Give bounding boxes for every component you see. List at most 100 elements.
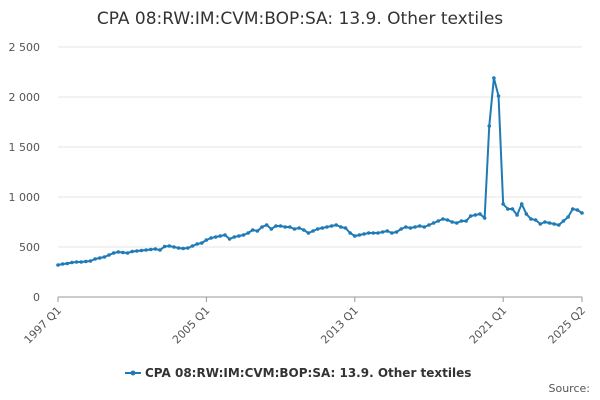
data-point	[283, 225, 288, 229]
data-point	[292, 227, 297, 231]
data-point	[515, 213, 519, 217]
data-point	[339, 225, 343, 229]
data-point	[394, 230, 399, 234]
data-point	[162, 244, 167, 249]
data-point	[260, 225, 264, 229]
data-point	[130, 249, 134, 254]
data-point	[269, 227, 274, 231]
data-point	[427, 223, 431, 227]
y-tick-label: 0	[33, 291, 40, 304]
data-point	[492, 76, 496, 80]
data-point	[199, 241, 204, 245]
data-point	[399, 227, 403, 231]
data-point	[325, 225, 329, 229]
data-point	[223, 233, 227, 237]
data-point	[158, 248, 162, 252]
data-point	[473, 213, 478, 217]
data-point	[454, 221, 459, 225]
data-point	[56, 263, 60, 267]
data-point	[111, 251, 116, 255]
data-point	[139, 248, 144, 253]
data-point	[436, 219, 441, 223]
x-tick-label: 1997 Q1	[22, 304, 65, 347]
data-point	[566, 215, 570, 219]
data-point	[227, 237, 232, 241]
data-point	[315, 227, 320, 231]
data-point	[422, 225, 427, 229]
data-point	[533, 218, 538, 222]
data-point	[218, 234, 223, 238]
data-point	[343, 226, 348, 230]
data-point	[79, 260, 83, 264]
data-point	[167, 244, 172, 248]
data-point	[204, 238, 209, 242]
data-point	[278, 224, 283, 228]
data-point	[88, 259, 93, 263]
data-point	[121, 250, 125, 255]
data-point	[547, 221, 552, 225]
data-point	[506, 207, 510, 211]
data-point	[529, 217, 533, 221]
data-point	[301, 228, 306, 232]
data-point	[348, 231, 352, 235]
data-point	[552, 222, 556, 226]
data-point	[125, 251, 130, 255]
data-point	[153, 247, 158, 251]
data-point	[538, 222, 543, 226]
data-point	[250, 228, 255, 232]
data-point	[468, 214, 473, 218]
data-point	[450, 220, 454, 224]
data-point	[148, 247, 153, 252]
data-point	[561, 219, 566, 223]
data-point	[445, 218, 450, 222]
data-point	[102, 255, 107, 259]
data-point	[70, 260, 74, 265]
y-tick-label: 1 500	[9, 141, 41, 154]
data-point	[575, 208, 580, 212]
data-point	[510, 207, 515, 211]
data-point	[376, 231, 380, 235]
data-point	[320, 226, 325, 230]
data-point	[84, 259, 88, 264]
data-point	[380, 230, 385, 234]
data-point	[501, 202, 505, 206]
data-point	[135, 249, 139, 253]
data-point	[519, 202, 524, 206]
data-point	[329, 224, 334, 228]
data-point	[97, 256, 102, 260]
data-point	[190, 244, 195, 248]
data-point	[274, 224, 278, 228]
data-point	[172, 245, 176, 249]
data-point	[570, 207, 575, 211]
data-point	[65, 261, 70, 266]
y-tick-label: 500	[19, 241, 40, 254]
data-point	[478, 212, 482, 216]
data-point	[297, 226, 301, 230]
data-point	[413, 225, 417, 229]
data-point	[464, 219, 468, 223]
data-point	[93, 257, 97, 261]
data-point	[306, 231, 311, 235]
legend-label: CPA 08:RW:IM:CVM:BOP:SA: 13.9. Other tex…	[145, 366, 471, 380]
data-line	[57, 77, 583, 266]
data-point	[264, 223, 269, 227]
data-point	[288, 225, 292, 229]
data-point	[496, 94, 501, 98]
data-point	[557, 223, 561, 227]
data-point	[352, 234, 357, 238]
x-tick-label: 2005 Q1	[170, 304, 213, 347]
data-point	[241, 233, 246, 237]
data-point	[357, 233, 362, 237]
data-point	[441, 217, 445, 221]
data-point	[195, 242, 199, 246]
data-point	[237, 234, 241, 238]
data-point	[311, 229, 315, 233]
data-point	[209, 236, 213, 240]
data-point	[186, 246, 190, 250]
chart-title: CPA 08:RW:IM:CVM:BOP:SA: 13.9. Other tex…	[97, 9, 503, 29]
data-point	[116, 250, 121, 254]
x-tick-label: 2013 Q1	[318, 304, 361, 347]
data-point	[366, 231, 371, 235]
data-point	[74, 260, 79, 264]
data-point	[176, 246, 181, 250]
